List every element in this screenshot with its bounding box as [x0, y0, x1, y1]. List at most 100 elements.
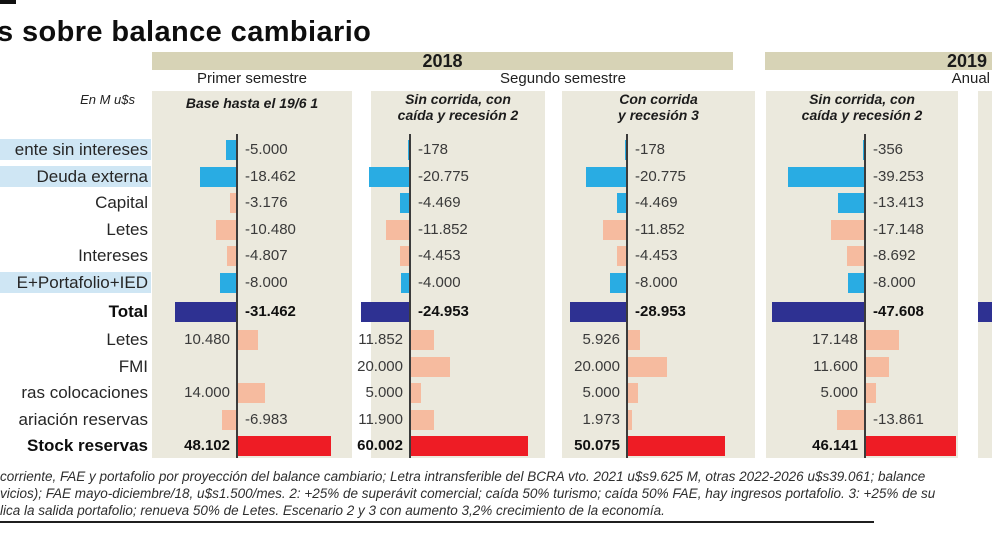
scenario-label-line: caída y recesión 2: [801, 106, 923, 123]
bar-value: 11.600: [813, 358, 858, 375]
bar: [411, 330, 434, 350]
bar: [411, 436, 528, 456]
bar-value: 5.000: [582, 384, 620, 401]
footnote-line-3: lica la salida portafolio; renueva 50% d…: [0, 503, 665, 518]
page-corner-mark: [0, 0, 16, 4]
row-highlight: [0, 139, 151, 160]
scenario-label-line: Base hasta el 19/6 1: [185, 95, 319, 111]
bar-value: 48.102: [184, 437, 230, 454]
bar-value: 5.926: [582, 331, 620, 348]
bar-value: 10.480: [184, 331, 230, 348]
bar-value: 46.141: [812, 437, 858, 454]
bar-value: -8.000: [245, 274, 288, 291]
row-label: ente sin intereses: [14, 140, 148, 159]
row-label: Capital: [95, 193, 148, 212]
bar-value: 5.000: [820, 384, 858, 401]
row-label: Stock reservas: [27, 436, 148, 455]
bar: [216, 220, 236, 240]
bar-value: -13.413: [873, 194, 924, 211]
year-label-2018: 2018: [422, 51, 463, 71]
bar: [361, 302, 409, 322]
bar: [788, 167, 864, 187]
bar-value: -178: [635, 141, 666, 158]
bar-value: -10.480: [245, 221, 296, 238]
bar: [610, 273, 626, 293]
bar-value: -31.462: [245, 303, 296, 320]
footnote-line-2: vicios); FAE mayo-diciembre/18, u$s1.500…: [0, 486, 936, 501]
units-label: En M u$s: [80, 92, 135, 107]
bar: [411, 383, 421, 403]
row-label: ariación reservas: [18, 410, 148, 429]
bar-value: -4.453: [635, 247, 678, 264]
bar-value: 5.000: [365, 384, 403, 401]
scenario-panel: [371, 91, 545, 458]
page-title: s sobre balance cambiario: [0, 16, 372, 48]
bar: [617, 193, 626, 213]
scenario-label: Sin corrida, con caída y recesión 2: [766, 91, 958, 123]
bar-value: -39.253: [873, 168, 924, 185]
row-label: Total: [108, 302, 148, 321]
bar: [238, 330, 258, 350]
bar: [175, 302, 236, 322]
bar: [847, 246, 864, 266]
scenario-label-line: Sin corrida, con: [405, 91, 511, 107]
bar-value: -4.469: [635, 194, 678, 211]
bar-value: -20.775: [635, 168, 686, 185]
bar: [369, 167, 409, 187]
bar: [838, 193, 864, 213]
bar: [628, 436, 725, 456]
bar-value: -11.852: [635, 221, 685, 238]
bar-value: -5.000: [245, 141, 288, 158]
bar: [408, 140, 409, 160]
bar: [628, 357, 667, 377]
bar-value: 14.000: [184, 384, 230, 401]
bar-value: 1.973: [582, 411, 620, 428]
bar: [625, 140, 626, 160]
bar-value: 20.000: [357, 358, 403, 375]
bar-value: -178: [418, 141, 449, 158]
bar: [866, 357, 889, 377]
year-band-2018: 2018: [152, 52, 733, 70]
bar: [628, 383, 638, 403]
bar: [238, 383, 265, 403]
row-label: Letes: [106, 330, 148, 349]
bar-value: 11.900: [358, 411, 403, 428]
bar: [570, 302, 626, 322]
bar: [411, 357, 450, 377]
row-highlight: [0, 166, 151, 187]
partial-fifth-panel: [978, 91, 992, 458]
scenario-label-line: caída y recesión 2: [397, 106, 519, 123]
bar: [848, 273, 864, 293]
bar-value: -4.000: [418, 274, 461, 291]
row-label: Deuda externa: [36, 167, 148, 186]
bar-value: -8.000: [635, 274, 678, 291]
row-label: ras colocaciones: [21, 383, 148, 402]
scenario-label: Base hasta el 19/6 1: [152, 95, 352, 112]
bar: [400, 246, 409, 266]
year-label-2019: 2019: [946, 51, 987, 71]
bar-value: -17.148: [873, 221, 924, 238]
year-band-2019: 2019: [765, 52, 992, 70]
bar-value: 17.148: [812, 331, 858, 348]
row-label: E+Portafolio+IED: [16, 273, 148, 292]
bar-value: -20.775: [418, 168, 469, 185]
bar-value: -4.469: [418, 194, 461, 211]
bar: [772, 302, 864, 322]
bar: [831, 220, 864, 240]
row-highlight: [0, 272, 151, 293]
bar: [230, 193, 236, 213]
bar: [227, 246, 236, 266]
bar: [200, 167, 236, 187]
bar-value: -24.953: [418, 303, 469, 320]
axis-line: [236, 134, 238, 458]
bar-value: 60.002: [357, 437, 403, 454]
bottom-rule: [0, 521, 874, 523]
bar: [586, 167, 626, 187]
row-label: Intereses: [78, 246, 148, 265]
scenario-label-line: Con corrida: [619, 91, 698, 107]
bar: [617, 246, 626, 266]
bar: [866, 436, 956, 456]
bar-value: -4.453: [418, 247, 461, 264]
axis-line: [626, 134, 628, 458]
bar: [401, 273, 409, 293]
